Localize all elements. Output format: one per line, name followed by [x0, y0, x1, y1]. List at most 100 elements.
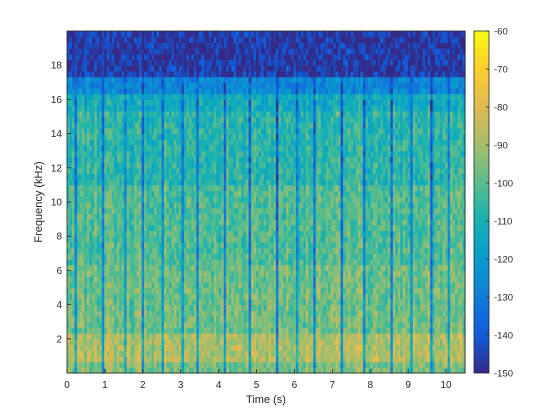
heatmap-cell	[151, 127, 155, 135]
heatmap-cell	[201, 173, 205, 180]
heatmap-cell	[173, 219, 178, 226]
heatmap-cell	[111, 316, 115, 323]
heatmap-cell	[263, 298, 267, 306]
heatmap-cell	[106, 224, 110, 232]
heatmap-cell	[218, 298, 222, 306]
heatmap-cell	[116, 150, 120, 157]
heatmap-cell	[181, 316, 185, 323]
heatmap-cell	[89, 184, 93, 192]
heatmap-cell	[69, 247, 73, 254]
heatmap-cell	[111, 321, 115, 328]
heatmap-cell	[266, 281, 270, 289]
heatmap-cell	[79, 304, 83, 311]
heatmap-cell	[266, 65, 270, 72]
heatmap-cell	[159, 270, 163, 277]
heatmap-cell	[91, 65, 95, 72]
heatmap-cell	[188, 179, 192, 186]
heatmap-cell	[81, 276, 86, 283]
heatmap-cell	[268, 219, 272, 226]
heatmap-cell	[243, 281, 247, 289]
heatmap-cell	[183, 184, 187, 192]
heatmap-cell	[156, 48, 160, 55]
heatmap-cell	[243, 298, 247, 306]
heatmap-cell	[176, 310, 180, 317]
heatmap-cell	[101, 184, 105, 192]
heatmap-cell	[101, 145, 105, 152]
heatmap-cell	[136, 224, 140, 232]
heatmap-cell	[253, 167, 257, 175]
heatmap-cell	[81, 344, 86, 351]
heatmap-cell	[114, 110, 118, 118]
heatmap-cell	[270, 48, 275, 55]
heatmap-cell	[154, 167, 158, 175]
heatmap-cell	[109, 247, 113, 254]
heatmap-cell	[221, 361, 225, 368]
heatmap-cell	[173, 367, 178, 374]
heatmap-cell	[146, 70, 150, 78]
heatmap-cell	[268, 230, 272, 237]
heatmap-cell	[176, 156, 180, 163]
heatmap-cell	[159, 70, 163, 78]
heatmap-cell	[134, 139, 138, 146]
heatmap-cell	[84, 350, 88, 357]
heatmap-cell	[71, 48, 76, 55]
heatmap-cell	[258, 202, 262, 209]
heatmap-cell	[94, 59, 98, 66]
heatmap-cell	[161, 99, 165, 106]
heatmap-cell	[251, 241, 255, 249]
heatmap-cell	[79, 224, 83, 232]
heatmap-cell	[241, 53, 245, 61]
heatmap-cell	[76, 344, 81, 351]
heatmap-cell	[263, 253, 267, 260]
heatmap-cell	[124, 304, 128, 311]
heatmap-cell	[196, 145, 200, 152]
heatmap-cell	[186, 219, 190, 226]
heatmap-cell	[99, 122, 103, 129]
heatmap-cell	[213, 219, 217, 226]
heatmap-cell	[251, 213, 255, 220]
heatmap-cell	[258, 293, 262, 300]
heatmap-cell	[154, 42, 158, 49]
heatmap-cell	[221, 287, 225, 294]
heatmap-cell	[246, 59, 250, 66]
heatmap-cell	[84, 190, 88, 197]
heatmap-cell	[173, 213, 178, 220]
heatmap-cell	[243, 213, 247, 220]
heatmap-cell	[119, 316, 123, 323]
heatmap-cell	[111, 287, 115, 294]
heatmap-cell	[236, 59, 240, 66]
heatmap-cell	[156, 31, 160, 38]
heatmap-cell	[191, 179, 195, 186]
heatmap-cell	[176, 110, 180, 118]
heatmap-cell	[164, 338, 168, 346]
heatmap-cell	[208, 65, 212, 72]
heatmap-cell	[89, 105, 93, 112]
heatmap-cell	[106, 259, 110, 266]
heatmap-cell	[233, 196, 237, 203]
heatmap-cell	[228, 338, 232, 346]
heatmap-cell	[231, 122, 235, 129]
heatmap-cell	[178, 219, 183, 226]
heatmap-cell	[251, 355, 255, 363]
heatmap-cell	[223, 127, 227, 135]
heatmap-cell	[161, 88, 165, 95]
heatmap-cell	[89, 333, 93, 340]
heatmap-cell	[139, 150, 143, 157]
heatmap-cell	[218, 230, 222, 237]
heatmap-cell	[119, 259, 123, 266]
heatmap-cell	[109, 219, 113, 226]
heatmap-cell	[258, 253, 262, 260]
heatmap-cell	[84, 167, 88, 175]
heatmap-cell	[104, 145, 108, 152]
heatmap-cell	[89, 367, 93, 374]
heatmap-cell	[258, 327, 262, 334]
heatmap-cell	[144, 270, 148, 277]
heatmap-cell	[96, 224, 100, 232]
heatmap-cell	[67, 65, 71, 72]
heatmap-cell	[268, 224, 272, 232]
heatmap-cell	[69, 224, 73, 232]
heatmap-cell	[159, 287, 163, 294]
heatmap-cell	[91, 259, 95, 266]
heatmap-cell	[131, 36, 135, 43]
heatmap-cell	[186, 287, 190, 294]
